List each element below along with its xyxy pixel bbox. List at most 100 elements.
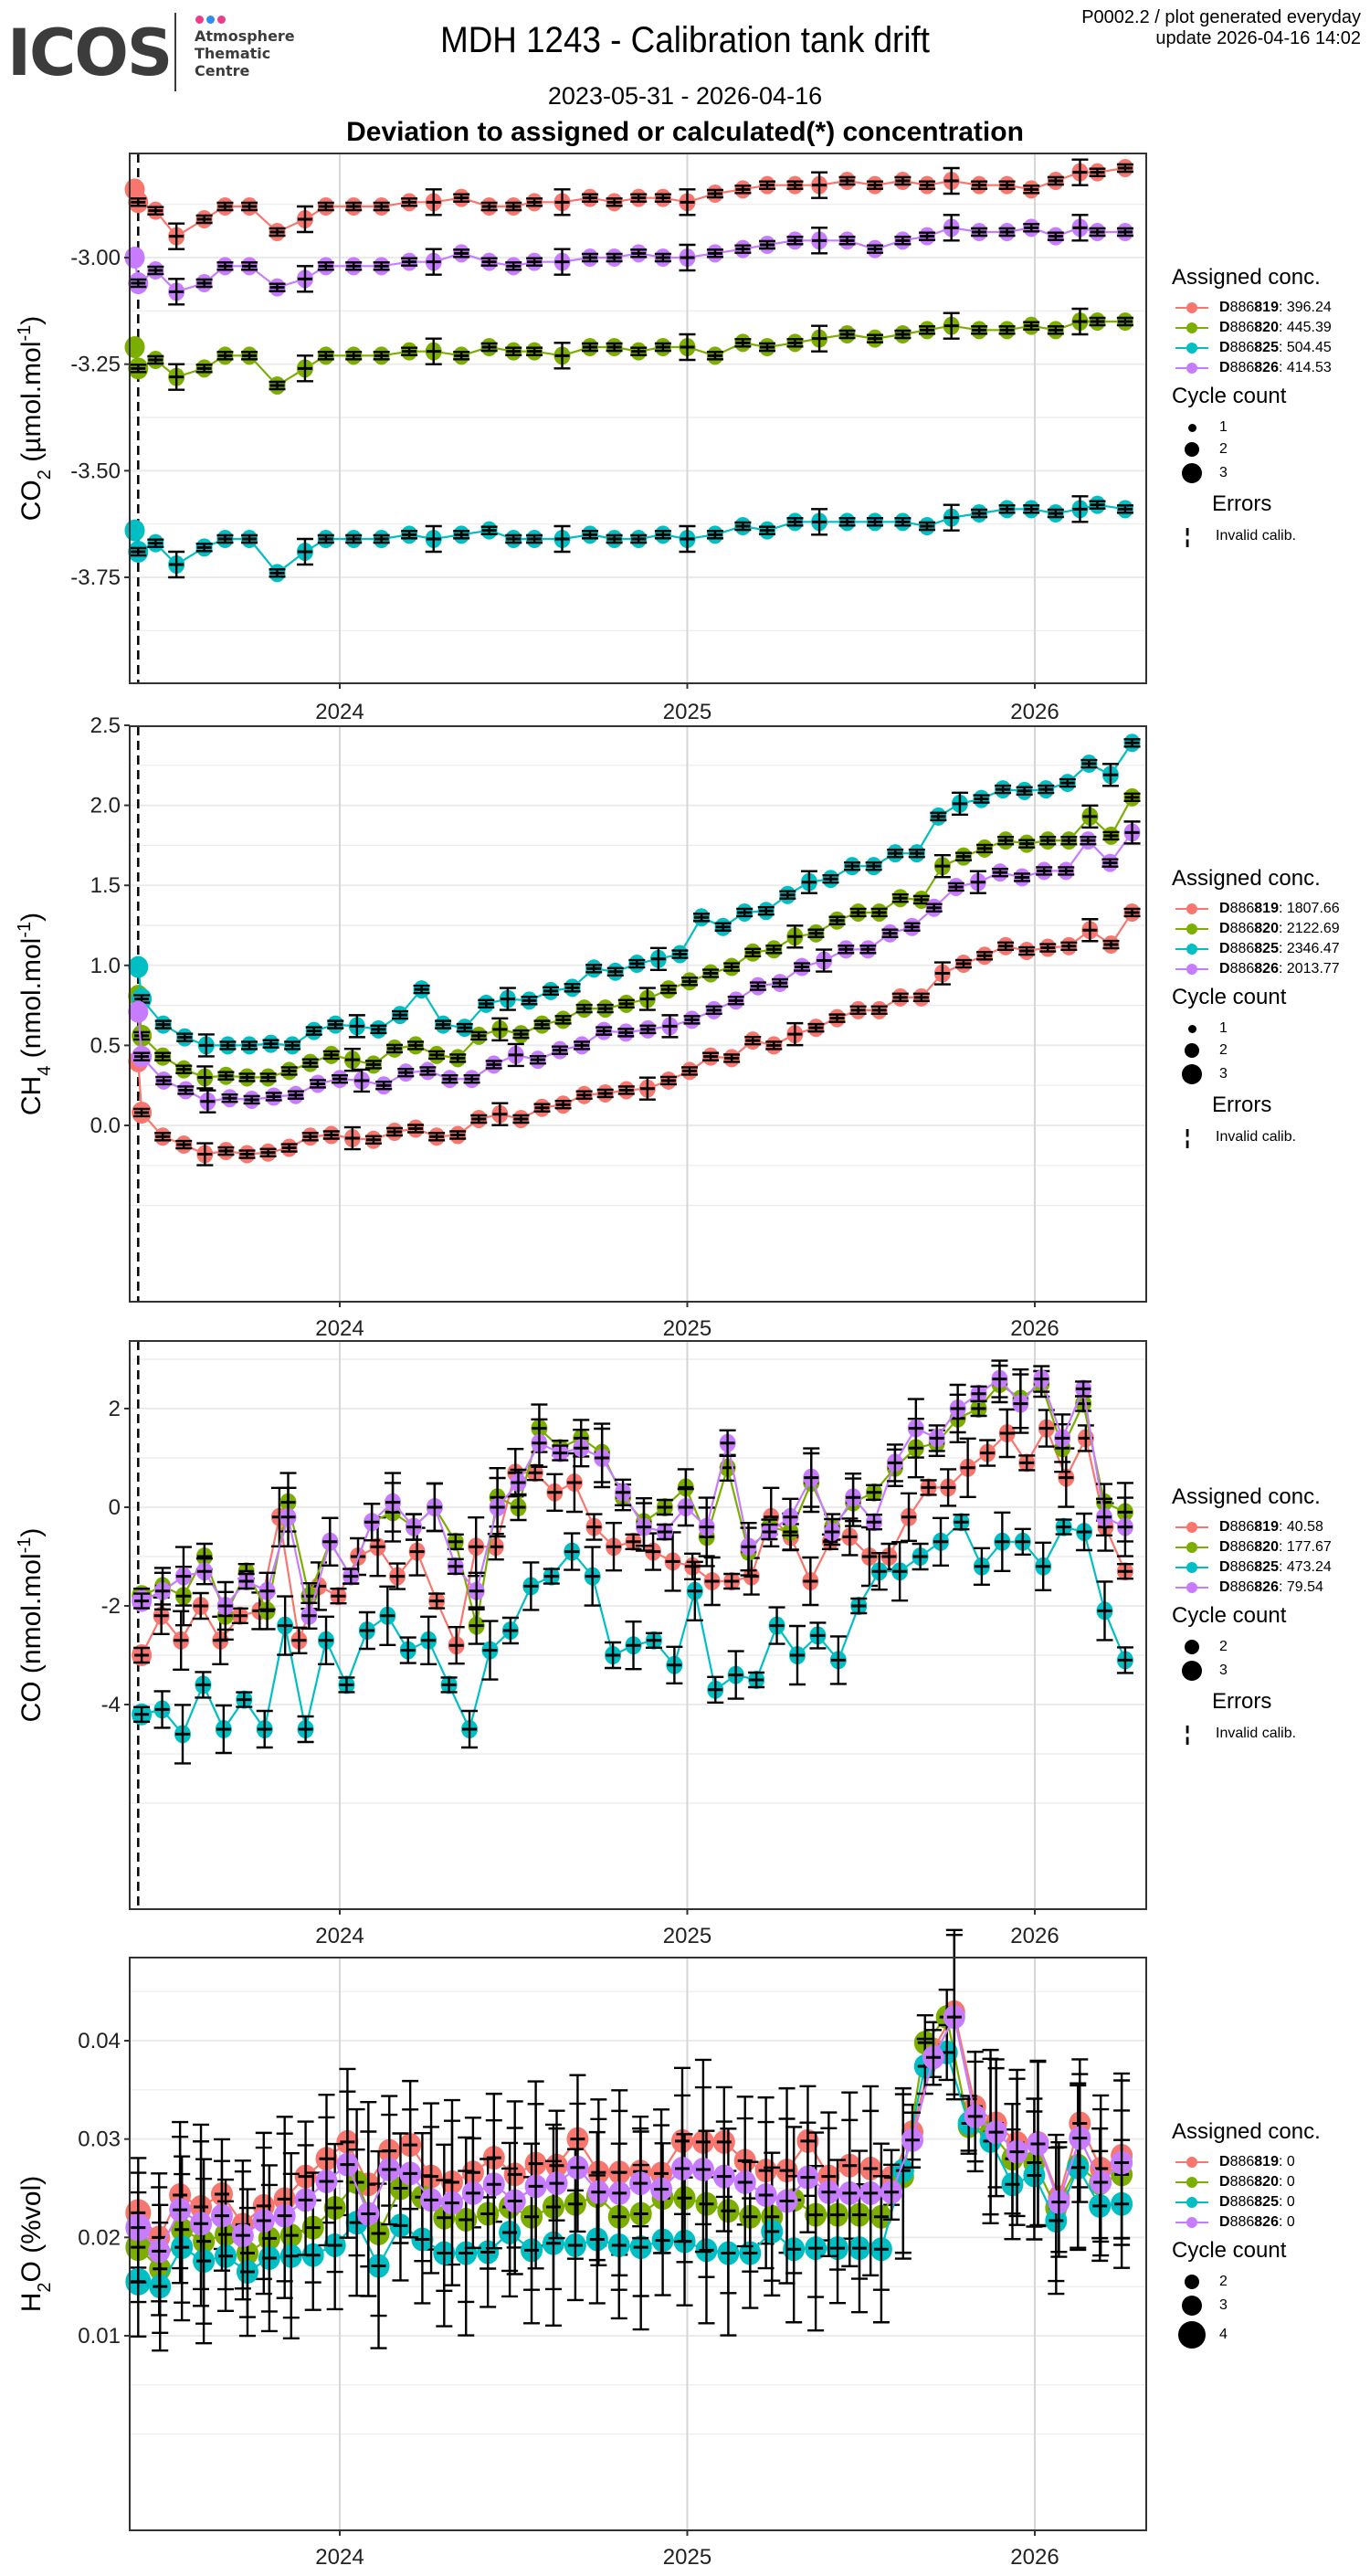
x-tick-label: 2024 — [315, 1316, 364, 1341]
legend-color-key — [1175, 2195, 1208, 2210]
legend-color-key — [1175, 962, 1208, 977]
legend-label: D886826: 2013.77 — [1219, 961, 1340, 977]
panel-co: -4 -2 0 2 2024 2025 2026 CO (nmol.mol-1) — [15, 1340, 1147, 1948]
logo-dot — [217, 16, 226, 24]
cycle-count-entry: 3 — [1172, 460, 1332, 486]
y-tick-label: 0.01 — [78, 2324, 121, 2349]
cycle-count-label: 3 — [1219, 1663, 1228, 1678]
y-axis-title-close: ) — [16, 913, 47, 922]
series-D886826 — [125, 1933, 1133, 2317]
legend-label: D886825: 2346.47 — [1219, 941, 1340, 956]
y-axis-title-main: CO — [16, 480, 47, 521]
series-line — [137, 2014, 1122, 2271]
legend-color-key — [1175, 1520, 1208, 1535]
series-line — [137, 166, 1126, 238]
cycle-count-label: 1 — [1219, 419, 1228, 435]
errors-label: Invalid calib. — [1216, 528, 1297, 544]
legend-entry: D886819: 40.58 — [1172, 1517, 1332, 1537]
x-tick-label: 2024 — [315, 2545, 364, 2570]
legend-co: Assigned conc. D886819: 40.58 D886820: 1… — [1172, 1484, 1332, 1746]
cycle-count-label: 3 — [1219, 465, 1228, 480]
plot-border — [129, 153, 1147, 684]
errors-label: Invalid calib. — [1216, 1726, 1297, 1741]
y-tick-label: 1.5 — [90, 873, 121, 898]
legend-label: D886819: 40.58 — [1219, 1519, 1323, 1535]
legend-color-key — [1175, 2175, 1208, 2190]
cycle-size-dot-icon — [1177, 442, 1207, 457]
legend-title: Assigned conc. — [1172, 1484, 1321, 1509]
series-D886825 — [132, 1511, 1133, 1765]
y-tick-label: 0.03 — [78, 2127, 121, 2152]
x-tick-label: 2025 — [663, 700, 711, 724]
plot-id-text: P0002.2 / plot generated everyday — [1081, 7, 1361, 27]
x-tick-label: 2026 — [1010, 700, 1059, 724]
logo-subtitle-line: Centre — [195, 62, 250, 79]
legend-label: D886820: 2122.69 — [1219, 921, 1340, 936]
cycle-count-title: Cycle count — [1172, 985, 1287, 1009]
y-axis-title-superscript: -1 — [15, 325, 35, 342]
legend-color-key — [1175, 2155, 1208, 2170]
cycle-count-label: 2 — [1219, 1042, 1228, 1058]
legend-entry: D886819: 0 — [1172, 2152, 1321, 2172]
errors-label: Invalid calib. — [1216, 1129, 1297, 1145]
legend-label: D886826: 0 — [1219, 2214, 1295, 2230]
legend-color-key — [1175, 902, 1208, 916]
cycle-count-label: 2 — [1219, 1639, 1228, 1654]
y-axis-title: CH4 (nmol.mol-1) — [15, 913, 55, 1115]
legend-entry: D886826: 2013.77 — [1172, 959, 1340, 979]
y-tick-label: -3.50 — [70, 459, 121, 483]
legend-label: D886820: 0 — [1219, 2174, 1295, 2190]
cycle-count-entry: 3 — [1172, 1061, 1340, 1087]
y-axis-title-subscript: 2 — [35, 470, 55, 480]
errors-entry: ¦ Invalid calib. — [1172, 1125, 1340, 1149]
y-axis-title-unit: (nmol.mol — [16, 938, 47, 1066]
legend-entry: D886820: 2122.69 — [1172, 919, 1340, 939]
legend-entry: D886825: 0 — [1172, 2192, 1321, 2212]
plot-background — [130, 1341, 1146, 1909]
y-axis-title: CO (nmol.mol-1) — [15, 1528, 47, 1723]
y-axis-title-subscript: 2 — [35, 2282, 55, 2292]
legend-color-key — [1175, 922, 1208, 936]
series-line — [137, 227, 1125, 293]
plot-border — [129, 725, 1147, 1303]
panel-co2: -3.00 -3.25 -3.50 -3.75 2024 2025 2026 CO2 (µmo… — [15, 153, 1147, 724]
y-tick-label: -3.75 — [70, 565, 121, 590]
invalid-calib-marker-icon: ¦ — [1185, 1125, 1191, 1148]
cycle-count-label: 3 — [1219, 1066, 1228, 1082]
legend-color-key — [1175, 361, 1208, 375]
cycle-size-dot-icon — [1177, 463, 1207, 483]
y-tick-label: 2.0 — [90, 794, 121, 818]
cycle-size-dot-icon — [1177, 1064, 1207, 1084]
cycle-count-title: Cycle count — [1172, 384, 1287, 408]
cycle-size-dot-icon — [1177, 423, 1207, 432]
series-line — [137, 503, 1126, 575]
cycle-size-dot-icon — [1177, 2275, 1207, 2289]
legend-title: Assigned conc. — [1172, 265, 1321, 290]
plot-border — [129, 1957, 1147, 2531]
legend-title: Assigned conc. — [1172, 866, 1321, 891]
y-axis-title-superscript: -1 — [15, 1537, 35, 1554]
y-axis-title: H2O (%vol) — [16, 2176, 55, 2312]
legend-entry: D886826: 79.54 — [1172, 1578, 1332, 1598]
cycle-count-label: 2 — [1219, 2274, 1228, 2289]
invalid-calib-marker-icon: ¦ — [1185, 524, 1191, 547]
series-D886820 — [124, 307, 1133, 395]
y-axis-title-main: H — [16, 2293, 47, 2313]
x-tick-label: 2026 — [1010, 1316, 1059, 1341]
cycle-size-dot-icon — [1177, 1661, 1207, 1681]
cycle-count-entry: 1 — [1172, 1018, 1340, 1040]
legend-label: D886825: 504.45 — [1219, 340, 1332, 355]
legend-color-key — [1175, 1540, 1208, 1555]
cycle-size-dot-icon — [1177, 2296, 1207, 2316]
logo-divider — [174, 13, 176, 91]
cycle-count-label: 2 — [1219, 441, 1228, 457]
series-D886819 — [128, 903, 1141, 1167]
legend-color-key — [1175, 1560, 1208, 1575]
date-range: 2023-05-31 - 2026-04-16 — [547, 82, 823, 110]
x-tick-label: 2025 — [663, 2545, 711, 2570]
cycle-count-entry: 2 — [1172, 1636, 1332, 1658]
x-tick-label: 2026 — [1010, 2545, 1059, 2570]
y-tick-label: -2 — [101, 1594, 121, 1619]
legend-title: Assigned conc. — [1172, 2119, 1321, 2144]
logo-dot — [195, 16, 204, 24]
